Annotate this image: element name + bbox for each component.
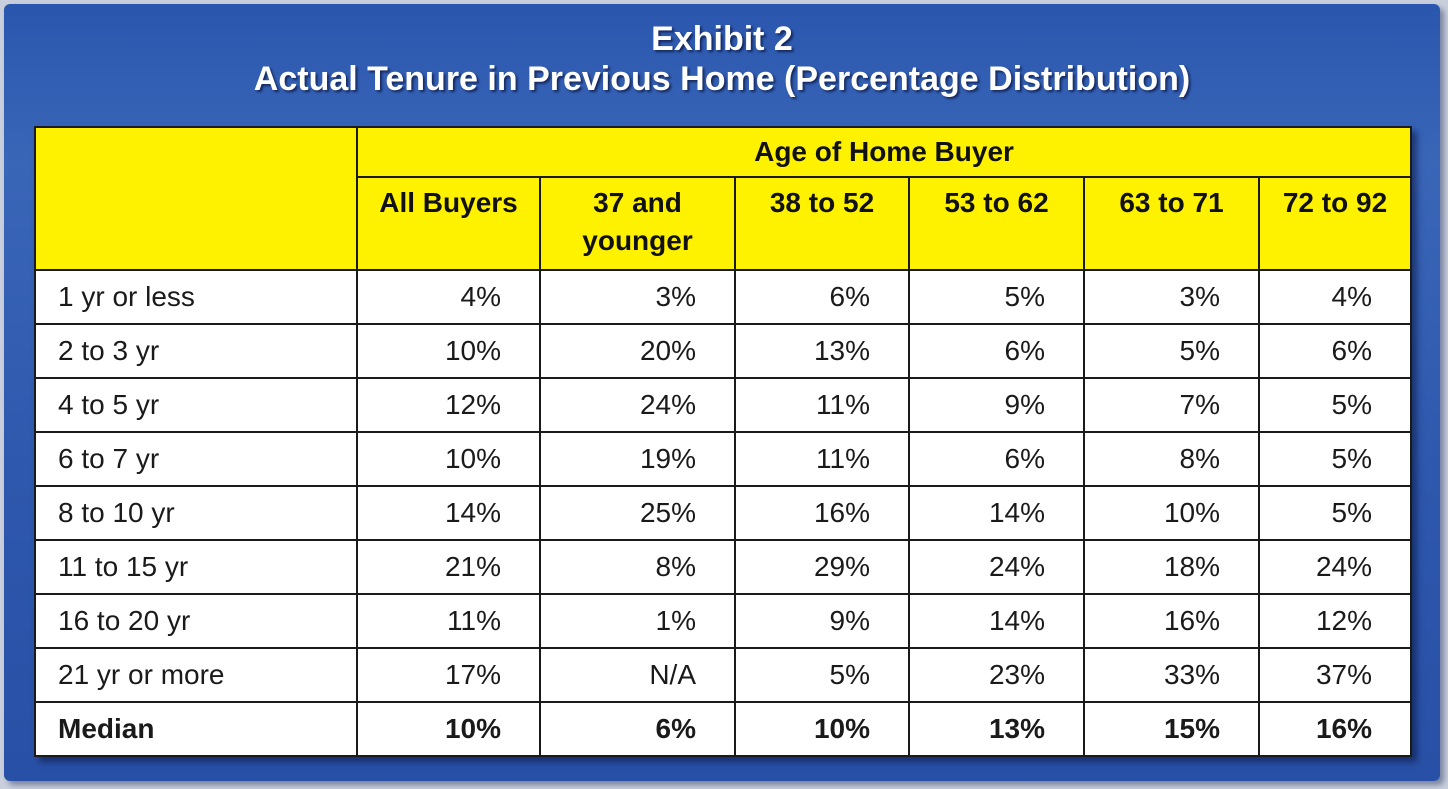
table-row: 11 to 15 yr 21% 8% 29% 24% 18% 24% bbox=[34, 539, 1413, 595]
table-cell: 5% bbox=[1257, 377, 1413, 433]
table-cell: 13% bbox=[908, 701, 1085, 757]
row-label: 8 to 10 yr bbox=[34, 485, 358, 541]
table-cell: 8% bbox=[539, 539, 736, 595]
exhibit-title: Exhibit 2 bbox=[651, 20, 793, 58]
group-header: Age of Home Buyer bbox=[355, 126, 1413, 178]
row-label: 1 yr or less bbox=[34, 269, 358, 325]
column-header: All Buyers bbox=[356, 176, 541, 271]
table-cell: 6% bbox=[908, 323, 1085, 379]
table-cell: 5% bbox=[908, 269, 1085, 325]
table-cell: 5% bbox=[734, 647, 910, 703]
table-cell: 14% bbox=[908, 593, 1085, 649]
table-cell: 18% bbox=[1083, 539, 1260, 595]
table-cell: 14% bbox=[356, 485, 541, 541]
table-cell: 10% bbox=[1083, 485, 1260, 541]
table-cell: 29% bbox=[734, 539, 910, 595]
table-cell: 37% bbox=[1257, 647, 1413, 703]
table-cell: 13% bbox=[734, 323, 910, 379]
table-cell: 5% bbox=[1257, 485, 1413, 541]
row-label: 16 to 20 yr bbox=[34, 593, 358, 649]
table-row: 21 yr or more 17% N/A 5% 23% 33% 37% bbox=[34, 647, 1413, 703]
table-row: 1 yr or less 4% 3% 6% 5% 3% 4% bbox=[34, 269, 1413, 325]
table-cell: 5% bbox=[1257, 431, 1413, 487]
table-cell: 4% bbox=[1257, 269, 1413, 325]
tenure-table: Age of Home Buyer All Buyers 37 and younge… bbox=[34, 126, 1413, 757]
table-cell: 10% bbox=[734, 701, 910, 757]
median-row: Median 10% 6% 10% 13% 15% 16% bbox=[34, 701, 1413, 757]
table-cell: 11% bbox=[734, 377, 910, 433]
table-cell: 9% bbox=[908, 377, 1085, 433]
column-header-text: 53 to 62 bbox=[944, 187, 1049, 218]
table-cell: 16% bbox=[1083, 593, 1260, 649]
column-header: 37 and younger bbox=[539, 176, 736, 271]
table-cell: 12% bbox=[1257, 593, 1413, 649]
column-header: 53 to 62 bbox=[908, 176, 1085, 271]
table-cell: 3% bbox=[1083, 269, 1260, 325]
table-cell: 15% bbox=[1083, 701, 1260, 757]
table-cell: 33% bbox=[1083, 647, 1260, 703]
table-cell: 19% bbox=[539, 431, 736, 487]
table-cell: 20% bbox=[539, 323, 736, 379]
table-cell: N/A bbox=[539, 647, 736, 703]
table-cell: 16% bbox=[734, 485, 910, 541]
table-cell: 8% bbox=[1083, 431, 1260, 487]
column-header-row: All Buyers 37 and younger 38 to 52 53 to 62 6… bbox=[35, 176, 1413, 271]
table-cell: 24% bbox=[539, 377, 736, 433]
corner-cell bbox=[34, 126, 358, 271]
column-header: 72 to 92 bbox=[1257, 176, 1413, 271]
table-cell: 10% bbox=[356, 701, 541, 757]
table-cell: 1% bbox=[539, 593, 736, 649]
table-cell: 12% bbox=[356, 377, 541, 433]
column-header-text: 72 to 92 bbox=[1282, 187, 1388, 218]
table-cell: 11% bbox=[734, 431, 910, 487]
table-cell: 6% bbox=[1257, 323, 1413, 379]
table-cell: 17% bbox=[356, 647, 541, 703]
column-header-text: younger bbox=[582, 225, 693, 256]
row-label: 21 yr or more bbox=[34, 647, 358, 703]
table-cell: 24% bbox=[908, 539, 1085, 595]
exhibit-subtitle: Actual Tenure in Previous Home (Percenta… bbox=[253, 60, 1191, 98]
table-cell: 10% bbox=[356, 323, 541, 379]
table-cell: 14% bbox=[908, 485, 1085, 541]
table-cell: 23% bbox=[908, 647, 1085, 703]
row-label: Median bbox=[34, 701, 358, 757]
table-cell: 7% bbox=[1083, 377, 1260, 433]
table-row: 16 to 20 yr 11% 1% 9% 14% 16% 12% bbox=[34, 593, 1413, 649]
table-row: 4 to 5 yr 12% 24% 11% 9% 7% 5% bbox=[34, 377, 1413, 433]
column-header-text: All Buyers bbox=[379, 187, 518, 218]
table-body: 1 yr or less 4% 3% 6% 5% 3% 4% 2 to 3 yr 10% 20% 1… bbox=[34, 269, 1413, 757]
column-header-text: 37 and bbox=[593, 187, 682, 218]
table-cell: 11% bbox=[356, 593, 541, 649]
table-cell: 6% bbox=[734, 269, 910, 325]
column-header-text: 63 to 71 bbox=[1119, 187, 1224, 218]
row-label: 2 to 3 yr bbox=[34, 323, 358, 379]
table-cell: 5% bbox=[1083, 323, 1260, 379]
table-cell: 16% bbox=[1257, 701, 1413, 757]
table-cell: 10% bbox=[356, 431, 541, 487]
table-row: 6 to 7 yr 10% 19% 11% 6% 8% 5% bbox=[34, 431, 1413, 487]
table-row: 2 to 3 yr 10% 20% 13% 6% 5% 6% bbox=[34, 323, 1413, 379]
table-cell: 6% bbox=[539, 701, 736, 757]
table-cell: 9% bbox=[734, 593, 910, 649]
table-cell: 24% bbox=[1257, 539, 1413, 595]
table-cell: 6% bbox=[908, 431, 1085, 487]
row-label: 4 to 5 yr bbox=[34, 377, 358, 433]
table-row: 8 to 10 yr 14% 25% 16% 14% 10% 5% bbox=[34, 485, 1413, 541]
column-header-text: 38 to 52 bbox=[769, 187, 875, 218]
column-header: 38 to 52 bbox=[734, 176, 910, 271]
table-cell: 4% bbox=[356, 269, 541, 325]
column-header: 63 to 71 bbox=[1083, 176, 1260, 271]
row-label: 6 to 7 yr bbox=[34, 431, 358, 487]
table-cell: 21% bbox=[356, 539, 541, 595]
table-cell: 3% bbox=[539, 269, 736, 325]
row-label: 11 to 15 yr bbox=[34, 539, 358, 595]
table-cell: 25% bbox=[539, 485, 736, 541]
